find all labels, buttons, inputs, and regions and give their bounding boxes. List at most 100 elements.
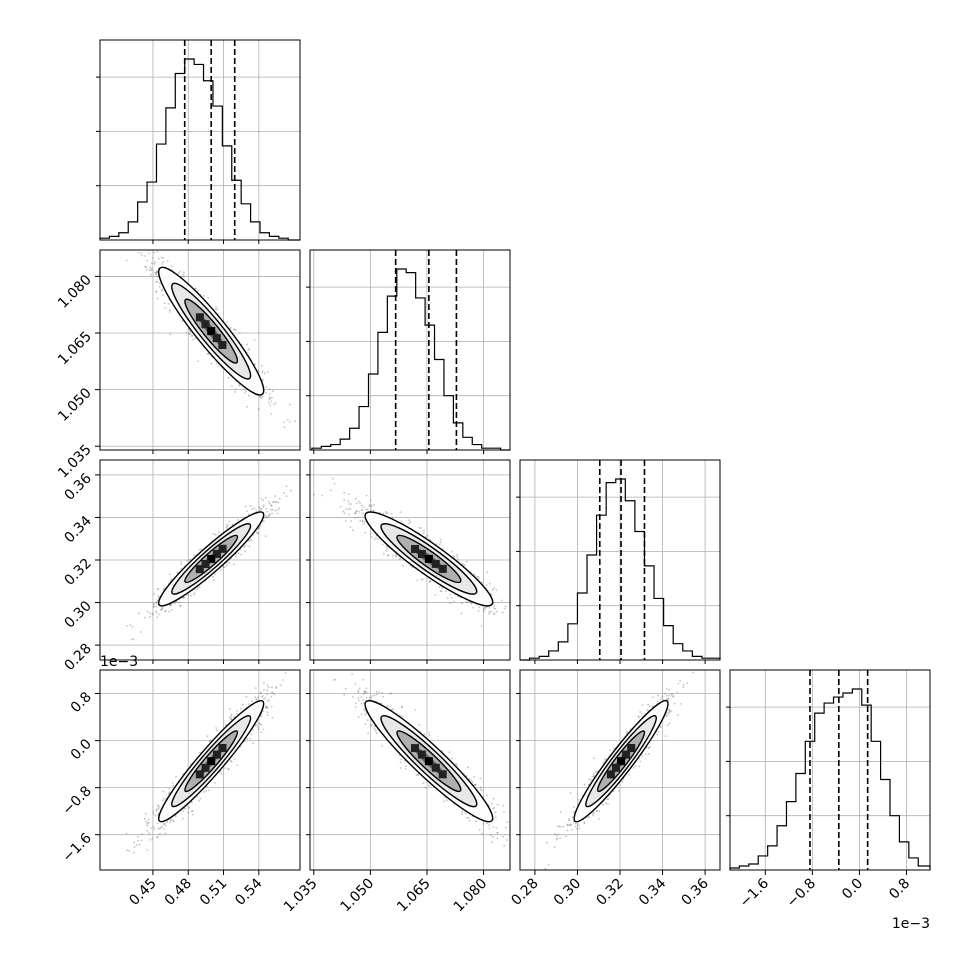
sample-point — [260, 731, 263, 733]
sample-point — [199, 751, 201, 754]
sample-point — [217, 531, 220, 533]
sample-point — [369, 499, 372, 502]
sample-point — [355, 512, 357, 514]
sample-point — [356, 510, 358, 512]
sample-point — [155, 611, 158, 614]
sample-point — [240, 553, 243, 556]
sample-point — [199, 797, 202, 800]
sample-point — [488, 606, 491, 609]
sample-point — [193, 592, 196, 594]
sample-point — [371, 536, 373, 538]
sample-point — [200, 548, 203, 551]
sample-point — [343, 499, 346, 501]
sample-point — [164, 832, 167, 835]
sample-point — [214, 308, 217, 310]
sample-point — [160, 256, 163, 259]
sample-point — [169, 821, 172, 824]
sample-point — [222, 566, 225, 569]
density-block — [195, 313, 204, 322]
sample-point — [245, 505, 247, 508]
sample-point — [465, 601, 468, 604]
sample-point — [456, 553, 459, 556]
sample-point — [144, 812, 147, 815]
sample-point — [166, 260, 169, 263]
sample-point — [359, 519, 362, 522]
sample-point — [398, 558, 401, 561]
panel-frame — [729, 669, 931, 871]
sample-point — [266, 689, 269, 692]
sample-point — [160, 608, 163, 611]
sample-point — [273, 501, 275, 503]
sample-point — [140, 839, 143, 842]
sample-point — [206, 352, 209, 355]
sample-point — [494, 607, 497, 610]
sample-point — [354, 512, 357, 515]
sample-point — [156, 836, 159, 838]
sample-point — [270, 400, 273, 403]
sample-point — [418, 527, 421, 529]
sample-point — [481, 581, 484, 584]
sample-point — [187, 594, 190, 596]
sample-point — [409, 520, 412, 523]
sample-point — [275, 687, 277, 689]
sample-point — [477, 610, 480, 612]
sample-point — [197, 360, 199, 363]
sample-point — [382, 552, 385, 555]
sample-point — [246, 405, 248, 408]
density-block — [431, 559, 440, 568]
sample-point — [150, 262, 153, 265]
sample-point — [465, 560, 468, 563]
sample-point — [271, 691, 274, 694]
sample-point — [155, 610, 157, 613]
sample-point — [172, 820, 175, 823]
sample-point — [243, 392, 246, 394]
sample-point — [492, 612, 495, 615]
sample-point — [155, 290, 158, 293]
histogram-panel-0 — [96, 39, 301, 241]
histogram-panel-2 — [516, 459, 721, 661]
sample-point — [493, 607, 495, 609]
sample-point — [329, 489, 332, 492]
sample-point — [148, 269, 151, 271]
sample-point — [179, 604, 182, 607]
sample-point — [268, 501, 270, 503]
sample-point — [148, 832, 151, 835]
sample-point — [233, 328, 236, 331]
sample-point — [215, 729, 218, 732]
sample-point — [170, 603, 173, 606]
sample-point — [254, 363, 256, 365]
sample-point — [143, 243, 145, 245]
sample-point — [203, 294, 205, 297]
sample-point — [162, 294, 164, 296]
sample-point — [343, 512, 346, 514]
sample-point — [486, 571, 488, 574]
sample-point — [294, 420, 297, 422]
sample-point — [146, 259, 149, 262]
sample-point — [392, 554, 394, 557]
sample-point — [158, 613, 161, 616]
sample-point — [234, 388, 237, 391]
sample-point — [168, 309, 171, 312]
sample-point — [196, 588, 199, 591]
sample-point — [359, 502, 361, 505]
sample-point — [289, 420, 291, 423]
sample-point — [262, 499, 264, 502]
sample-point — [162, 588, 165, 591]
sample-point — [156, 275, 159, 278]
sample-point — [161, 799, 164, 802]
sample-point — [148, 252, 150, 255]
sample-point — [312, 493, 315, 496]
sample-point — [495, 589, 498, 591]
sample-point — [149, 266, 152, 269]
sample-point — [226, 527, 229, 530]
sample-point — [462, 563, 464, 566]
sample-point — [347, 508, 350, 511]
sample-point — [511, 633, 513, 635]
sample-point — [493, 587, 495, 589]
sample-point — [395, 553, 397, 556]
sample-point — [421, 578, 424, 580]
sample-point — [339, 505, 342, 508]
sample-point — [174, 815, 177, 818]
sample-point — [152, 813, 155, 815]
sample-point — [154, 271, 156, 274]
